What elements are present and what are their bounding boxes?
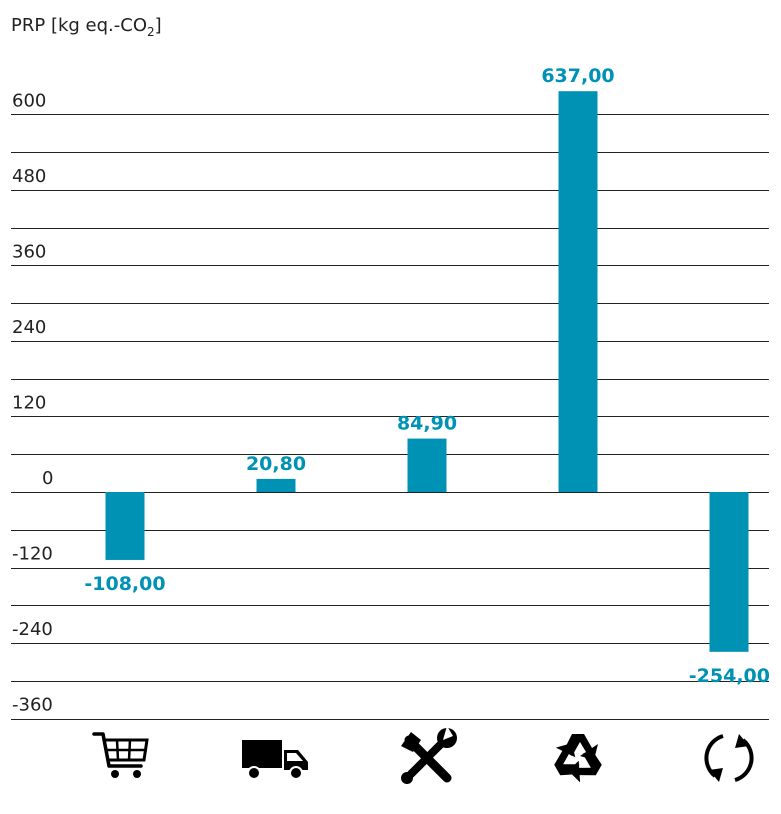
cycle-icon bbox=[704, 734, 754, 782]
shopping-cart-icon bbox=[92, 732, 149, 778]
y-tick-label: 240 bbox=[12, 317, 46, 338]
y-tick-label: -360 bbox=[12, 695, 53, 716]
bar bbox=[256, 478, 296, 492]
value-label: 637,00 bbox=[541, 65, 614, 87]
y-tick-label: 0 bbox=[42, 468, 53, 489]
category-icons bbox=[92, 726, 754, 784]
y-axis-label-sub: 2 bbox=[147, 25, 155, 39]
bar bbox=[558, 91, 598, 493]
y-tick-label: -240 bbox=[12, 619, 53, 640]
tools-icon bbox=[401, 726, 457, 784]
value-label: 20,80 bbox=[246, 453, 306, 475]
recycle-icon bbox=[554, 734, 602, 783]
y-tick-label: 120 bbox=[12, 392, 46, 413]
bars bbox=[105, 91, 749, 652]
gridlines bbox=[11, 114, 769, 720]
y-axis-label-main: PRP [kg eq.-CO bbox=[11, 15, 147, 36]
value-label: -254,00 bbox=[689, 665, 770, 687]
y-tick-labels: 600 480 360 240 120 0 -120 -240 -360 bbox=[12, 90, 53, 715]
value-label: 84,90 bbox=[397, 413, 457, 435]
y-tick-label: -120 bbox=[12, 544, 53, 565]
value-labels: -108,00 20,80 84,90 637,00 -254,00 bbox=[84, 65, 770, 687]
bar bbox=[407, 438, 447, 492]
truck-icon bbox=[242, 740, 308, 780]
value-label: -108,00 bbox=[84, 573, 165, 595]
y-axis-label: PRP [kg eq.-CO2] bbox=[11, 15, 162, 39]
bar bbox=[709, 492, 749, 652]
bar bbox=[105, 492, 145, 560]
y-tick-label: 360 bbox=[12, 241, 46, 262]
y-tick-label: 480 bbox=[12, 166, 46, 187]
y-tick-label: 600 bbox=[12, 90, 46, 111]
y-axis-label-suffix: ] bbox=[155, 15, 162, 36]
